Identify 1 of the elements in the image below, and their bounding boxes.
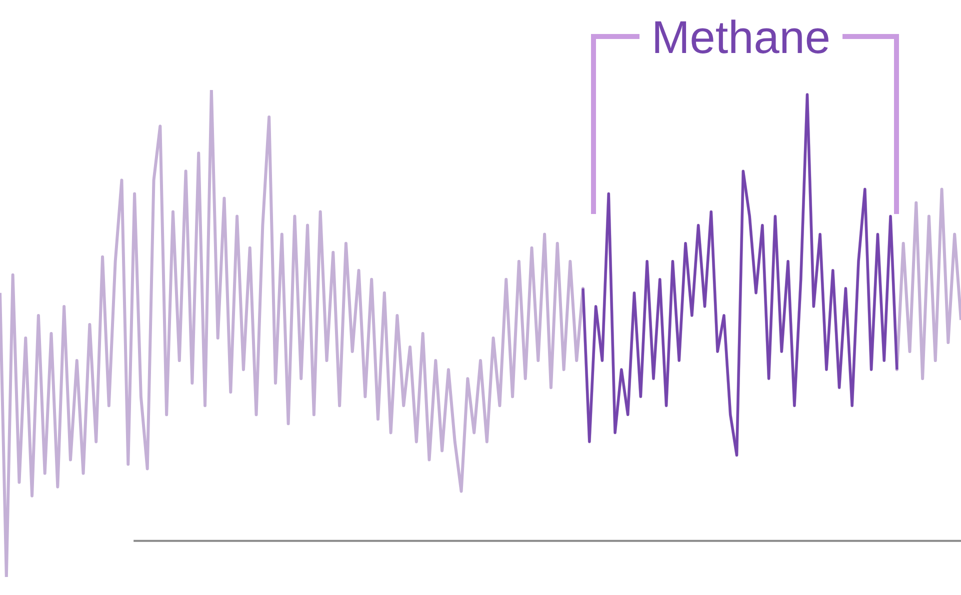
series-label: Methane: [639, 11, 842, 63]
